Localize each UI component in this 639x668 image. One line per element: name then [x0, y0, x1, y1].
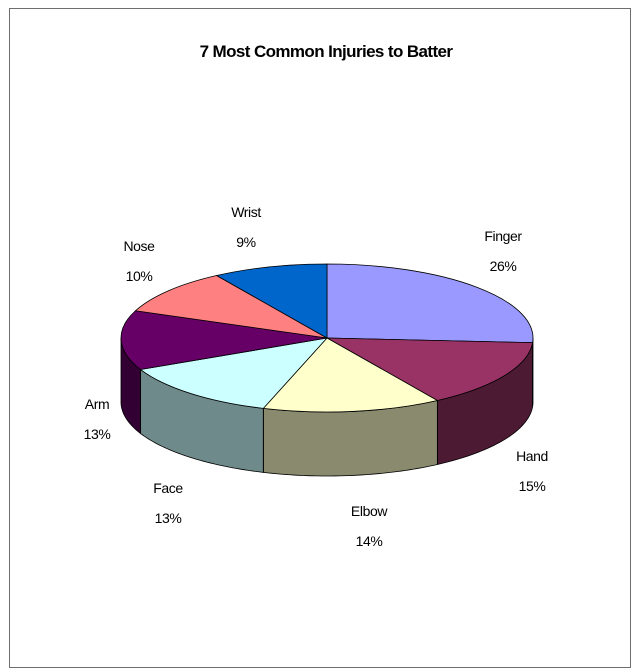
- slice-label-finger: Finger: [484, 228, 522, 244]
- slice-label-elbow: Elbow: [351, 503, 388, 519]
- slice-label-wrist: Wrist: [231, 204, 261, 220]
- slice-value-arm: 13%: [84, 426, 111, 442]
- slice-value-wrist: 9%: [236, 234, 255, 250]
- slice-label-hand: Hand: [516, 448, 548, 464]
- slice-label-nose: Nose: [123, 238, 155, 254]
- slice-value-nose: 10%: [126, 268, 153, 284]
- slice-value-hand: 15%: [519, 478, 546, 494]
- slice-value-face: 13%: [155, 510, 182, 526]
- pie-top-faces: [121, 264, 533, 412]
- chart-title: 7 Most Common Injuries to Batter: [200, 42, 454, 61]
- slice-label-arm: Arm: [85, 396, 109, 412]
- slice-label-face: Face: [153, 480, 183, 496]
- slice-value-elbow: 14%: [356, 533, 383, 549]
- slice-value-finger: 26%: [490, 258, 517, 274]
- pie-slice-finger: [327, 264, 533, 343]
